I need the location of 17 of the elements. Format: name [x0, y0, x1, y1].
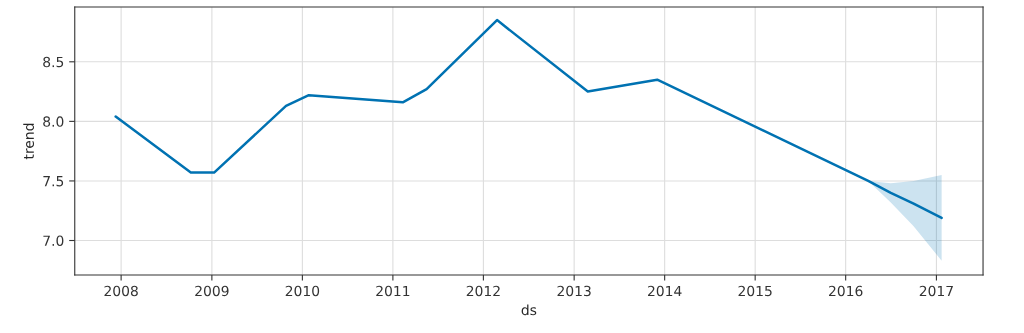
x-axis-title: ds — [521, 304, 537, 316]
y-tick-label: 7.5 — [43, 176, 64, 187]
y-tick-label: 7.0 — [43, 235, 64, 246]
y-tick-label: 8.0 — [43, 116, 64, 127]
x-tick-label: 2016 — [829, 285, 863, 297]
x-tick-label: 2015 — [738, 285, 772, 297]
x-tick-label: 2012 — [466, 285, 500, 297]
y-axis-title: trend — [23, 123, 34, 160]
x-tick-label: 2011 — [376, 285, 410, 297]
y-tick-label: 8.5 — [43, 56, 64, 68]
x-tick-label: 2017 — [919, 285, 953, 297]
x-tick-label: 2013 — [557, 285, 591, 297]
x-tick-label: 2010 — [285, 285, 320, 297]
x-tick-label: 2008 — [104, 285, 138, 297]
line-series — [114, 18, 943, 220]
x-tick-label: 2009 — [195, 285, 229, 297]
x-tick-label: 2014 — [648, 285, 682, 297]
